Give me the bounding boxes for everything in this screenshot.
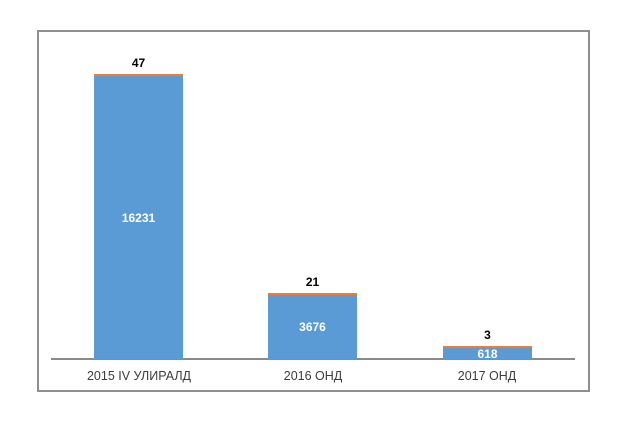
chart-plot-frame bbox=[37, 30, 590, 392]
